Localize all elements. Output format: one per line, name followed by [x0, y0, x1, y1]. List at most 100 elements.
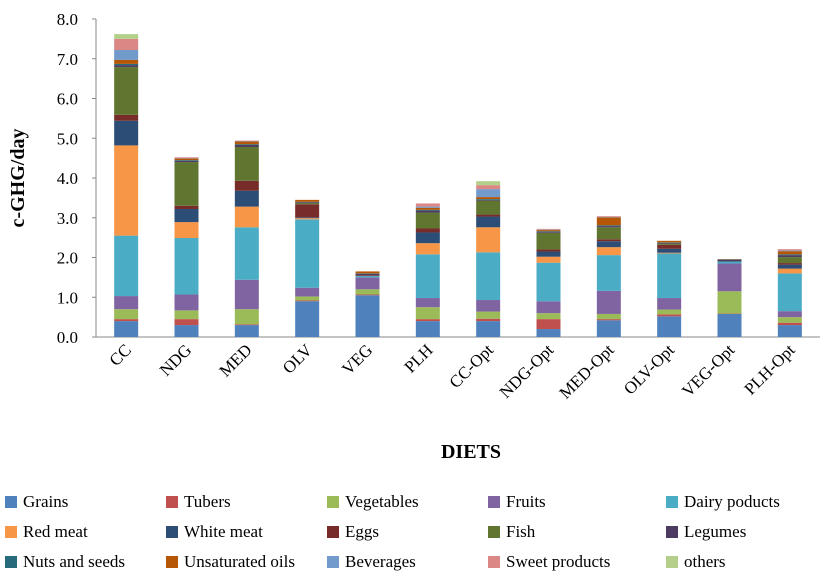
- bar-segment: [597, 226, 621, 227]
- y-tick-label: 6.0: [57, 90, 78, 109]
- y-tick-label: 1.0: [57, 288, 78, 307]
- bar-segment: [114, 64, 138, 65]
- bar-segment: [657, 254, 681, 299]
- bar-segment: [597, 319, 621, 320]
- bar-segment: [175, 238, 199, 294]
- bar-segment: [114, 65, 138, 67]
- bar-segment: [657, 298, 681, 310]
- bar-segment: [778, 257, 802, 263]
- bar-segment: [778, 250, 802, 251]
- legend-swatch: [666, 556, 678, 568]
- bar-segment: [718, 291, 742, 313]
- bar-segment: [416, 307, 440, 319]
- x-tick-label: NDG-Opt: [496, 340, 558, 402]
- bar-segment: [476, 185, 500, 189]
- bar-segment: [295, 217, 319, 218]
- bar-segment: [476, 201, 500, 215]
- bar-segment: [537, 329, 561, 337]
- bar-segment: [778, 249, 802, 250]
- bar-segment: [476, 217, 500, 228]
- legend-swatch: [5, 496, 17, 508]
- bar-segment: [235, 191, 259, 207]
- legend-swatch: [166, 526, 178, 538]
- bar-segment: [657, 249, 681, 253]
- bar-segment: [476, 199, 500, 200]
- bar-segment: [597, 255, 621, 291]
- bar-segment: [597, 225, 621, 226]
- bar-segment: [597, 239, 621, 241]
- bar-segment: [778, 263, 802, 265]
- legend-text: Red meat: [23, 522, 88, 541]
- legend-swatch: [488, 496, 500, 508]
- bar-segment: [537, 252, 561, 257]
- y-tick-label: 2.0: [57, 249, 78, 268]
- bar-segment: [114, 34, 138, 39]
- y-tick-label: 8.0: [57, 10, 78, 29]
- bar-segment: [416, 211, 440, 213]
- bar-segment: [175, 161, 199, 162]
- bar-segment: [778, 265, 802, 269]
- bar-segment: [416, 228, 440, 232]
- bar-segment: [114, 121, 138, 146]
- bar-segment: [537, 301, 561, 313]
- bar-segment: [416, 203, 440, 206]
- bar-segment: [235, 145, 259, 147]
- bar-segment: [295, 200, 319, 202]
- bar-segment: [114, 145, 138, 235]
- bar-segment: [778, 317, 802, 323]
- bar-segment: [175, 157, 199, 158]
- bar-segment: [356, 274, 380, 275]
- bar-segment: [175, 222, 199, 238]
- bar-segment: [356, 294, 380, 295]
- bar-segment: [597, 217, 621, 225]
- bar-segment: [295, 300, 319, 301]
- legend-text: Tubers: [184, 492, 231, 511]
- legend-text: Dairy poducts: [684, 492, 780, 511]
- bar-segment: [416, 319, 440, 321]
- bar-segment: [476, 189, 500, 197]
- legend-swatch: [666, 496, 678, 508]
- bar-segment: [235, 324, 259, 325]
- bar-segment: [476, 312, 500, 319]
- bar-segment: [114, 321, 138, 337]
- bar-segment: [778, 254, 802, 255]
- bar-segment: [778, 273, 802, 311]
- bar-segment: [718, 314, 742, 337]
- legend-swatch: [166, 556, 178, 568]
- legend-text: Unsaturated oils: [184, 552, 295, 571]
- bar-segment: [295, 301, 319, 337]
- bar-segment: [175, 159, 199, 161]
- bar-segment: [416, 232, 440, 243]
- bar-segment: [476, 200, 500, 201]
- legend-text: White meat: [184, 522, 263, 541]
- bar-segment: [778, 269, 802, 274]
- bar-segment: [537, 250, 561, 252]
- bar-segment: [657, 316, 681, 337]
- bar-segment: [597, 320, 621, 337]
- bar-segment: [476, 319, 500, 321]
- bar-segment: [235, 325, 259, 337]
- bar-segment: [356, 276, 380, 278]
- legend-text: others: [684, 552, 726, 571]
- y-tick-label: 4.0: [57, 169, 78, 188]
- bar-segment: [416, 210, 440, 211]
- bar-segment: [235, 141, 259, 144]
- bar-segment: [718, 261, 742, 263]
- bar-segment: [356, 289, 380, 294]
- bar-segment: [657, 314, 681, 316]
- x-tick-label: CC-Opt: [445, 340, 497, 392]
- bar-segment: [476, 252, 500, 300]
- bar-segment: [114, 236, 138, 296]
- bar-segment: [597, 227, 621, 239]
- x-tick-label: OLV: [279, 340, 317, 378]
- bar-segment: [778, 255, 802, 257]
- bar-segment: [295, 296, 319, 300]
- bar-segment: [657, 244, 681, 245]
- x-tick-label: PLH-Opt: [740, 340, 798, 398]
- legend-swatch: [327, 496, 339, 508]
- bar-segment: [778, 251, 802, 254]
- bar-segment: [537, 313, 561, 319]
- legend-swatch: [5, 526, 17, 538]
- legend-text: Sweet products: [506, 552, 610, 571]
